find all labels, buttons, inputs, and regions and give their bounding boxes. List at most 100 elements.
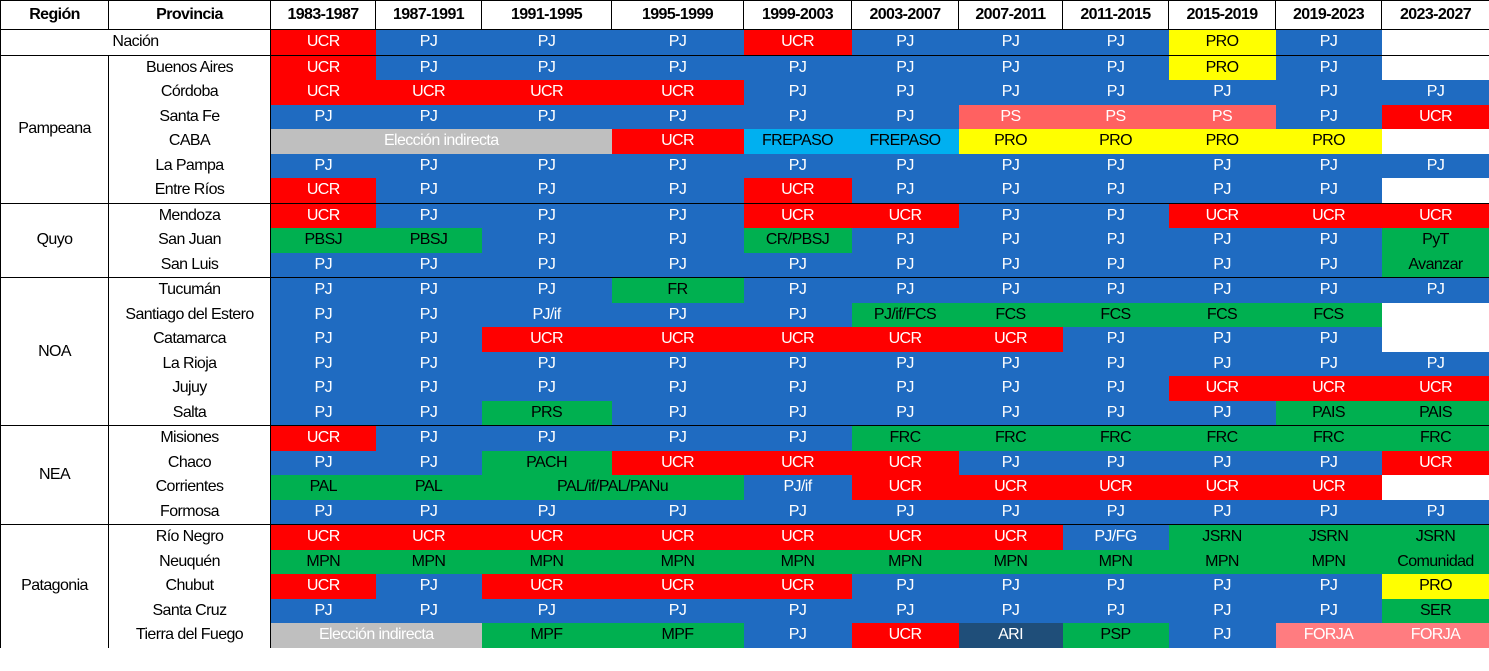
party-cell: UCR xyxy=(1275,202,1382,228)
party-cell: PRO xyxy=(1275,129,1382,154)
party-cell: PS xyxy=(1168,104,1276,129)
party-cell: PJ xyxy=(1062,80,1169,105)
province-name: Santa Cruz xyxy=(108,598,271,623)
party-cell: Elección indirecta xyxy=(270,623,482,648)
party-cell: JSRN xyxy=(1275,524,1382,550)
party-cell: PJ xyxy=(1168,80,1276,105)
party-cell: PJ xyxy=(851,153,959,178)
party-cell: PJ xyxy=(481,54,612,80)
party-cell: PJ xyxy=(270,327,376,352)
party-cell: PJ xyxy=(611,202,744,228)
party-cell: UCR xyxy=(958,475,1063,500)
party-cell: PJ xyxy=(270,277,376,303)
party-cell: PJ xyxy=(1275,327,1382,352)
province-row: Corrientes PAL PAL PAL/if/PAL/PANu PJ/if UCR U… xyxy=(1,475,1489,500)
province-row: La Rioja PJ PJ PJ PJ PJ PJ PJ PJ PJ PJ PJ xyxy=(1,351,1489,376)
party-cell: PJ xyxy=(1275,598,1382,623)
province-name: Formosa xyxy=(108,499,271,525)
province-row: NOA Tucumán PJ PJ PJ FR PJ PJ PJ PJ PJ PJ PJ xyxy=(0,277,1489,426)
province-name: Buenos Aires xyxy=(108,54,271,80)
party-cell: UCR xyxy=(743,327,852,352)
party-cell: UCR xyxy=(1062,475,1169,500)
party-cell: UCR xyxy=(743,29,852,55)
province-row: Santiago del Estero PJ PJ PJ/if PJ PJ PJ/if/FC… xyxy=(1,302,1489,327)
party-cell: PJ xyxy=(743,80,852,105)
column-header: 1991-1995 xyxy=(481,0,612,30)
party-cell: PJ xyxy=(851,598,959,623)
party-cell: PJ xyxy=(1062,29,1169,55)
party-cell: PJ xyxy=(1381,277,1489,303)
party-cell: PJ xyxy=(611,252,744,278)
party-cell: PJ xyxy=(1275,450,1382,475)
party-cell: PJ xyxy=(743,351,852,376)
party-cell: PJ xyxy=(958,376,1063,401)
party-cell: PJ xyxy=(270,499,376,525)
party-cell: UCR xyxy=(743,178,852,203)
party-cell: PJ xyxy=(1062,376,1169,401)
party-cell: UCR xyxy=(851,327,959,352)
party-cell: PJ xyxy=(611,376,744,401)
party-cell: PJ xyxy=(1381,351,1489,376)
province-row: CABA Elección indirecta UCR FREPASO FREPASO P… xyxy=(1,129,1489,154)
party-cell: UCR xyxy=(1275,475,1382,500)
party-cell: PAL/if/PAL/PANu xyxy=(481,475,744,500)
party-cell: PyT xyxy=(1381,228,1489,253)
party-cell: PJ xyxy=(375,450,482,475)
party-cell: PACH xyxy=(481,450,612,475)
province-name: Catamarca xyxy=(108,327,271,352)
column-header: 1999-2003 xyxy=(743,0,852,30)
party-cell: UCR xyxy=(270,54,376,80)
election-table: Región Provincia 1983-1987 1987-1991 1991-19… xyxy=(0,0,1489,648)
province-name: Tucumán xyxy=(108,277,271,303)
party-cell: UCR xyxy=(375,524,482,550)
party-cell: PJ xyxy=(1062,327,1169,352)
party-cell: PJ/if xyxy=(481,302,612,327)
party-cell: UCR xyxy=(270,202,376,228)
party-cell: PJ xyxy=(851,228,959,253)
party-cell: UCR xyxy=(1381,202,1489,228)
province-name: Corrientes xyxy=(108,475,271,500)
party-cell: PJ xyxy=(481,228,612,253)
party-cell: PJ xyxy=(611,302,744,327)
party-cell: UCR xyxy=(611,524,744,550)
party-cell: PRO xyxy=(1062,129,1169,154)
party-cell: PJ xyxy=(1168,450,1276,475)
party-cell: PJ xyxy=(1275,499,1382,525)
party-cell: UCR xyxy=(1381,450,1489,475)
region-name: Quyo xyxy=(0,202,109,278)
province-name: Santa Fe xyxy=(108,104,271,129)
party-cell: PJ xyxy=(1168,228,1276,253)
party-cell: JSRN xyxy=(1168,524,1276,550)
party-cell: PJ xyxy=(1062,178,1169,203)
party-cell: Comunidad xyxy=(1381,549,1489,574)
column-header: 1987-1991 xyxy=(375,0,482,30)
party-cell: UCR xyxy=(611,129,744,154)
party-cell: MPN xyxy=(1168,549,1276,574)
province-row: NEA Misiones UCR PJ PJ PJ PJ FRC FRC FRC FRC FRC FRC xyxy=(0,425,1489,525)
party-cell: PJ xyxy=(1168,400,1276,426)
province-name: Misiones xyxy=(108,425,271,451)
party-cell: PJ xyxy=(851,277,959,303)
province-name: Santiago del Estero xyxy=(108,302,271,327)
party-cell: PRO xyxy=(1168,54,1276,80)
column-header: 2023-2027 xyxy=(1381,0,1489,30)
region-name: Patagonia xyxy=(0,524,109,648)
party-cell: PJ xyxy=(1381,153,1489,178)
party-cell: FR xyxy=(611,277,744,303)
province-row: Neuquén MPN MPN MPN MPN MPN MPN MPN MPN MPN MPN Com… xyxy=(1,549,1489,574)
province-name: Chaco xyxy=(108,450,271,475)
party-cell: PJ xyxy=(270,598,376,623)
party-cell: PJ xyxy=(375,376,482,401)
party-cell: PJ xyxy=(611,54,744,80)
province-row: Chubut UCR PJ UCR UCR UCR PJ PJ PJ PJ PJ PRO xyxy=(1,574,1489,599)
nation-row: Nación UCR PJ PJ PJ UCR PJ PJ PJ PRO PJ xyxy=(0,29,1489,55)
party-cell: UCR xyxy=(851,623,959,648)
party-cell: UCR xyxy=(958,524,1063,550)
party-cell: PJ xyxy=(611,400,744,426)
party-cell: FRC xyxy=(1062,425,1169,451)
party-cell: PJ xyxy=(1168,351,1276,376)
party-cell: PJ xyxy=(1381,499,1489,525)
party-cell: PJ xyxy=(1062,351,1169,376)
party-cell: PJ xyxy=(481,598,612,623)
party-cell: UCR xyxy=(1168,202,1276,228)
